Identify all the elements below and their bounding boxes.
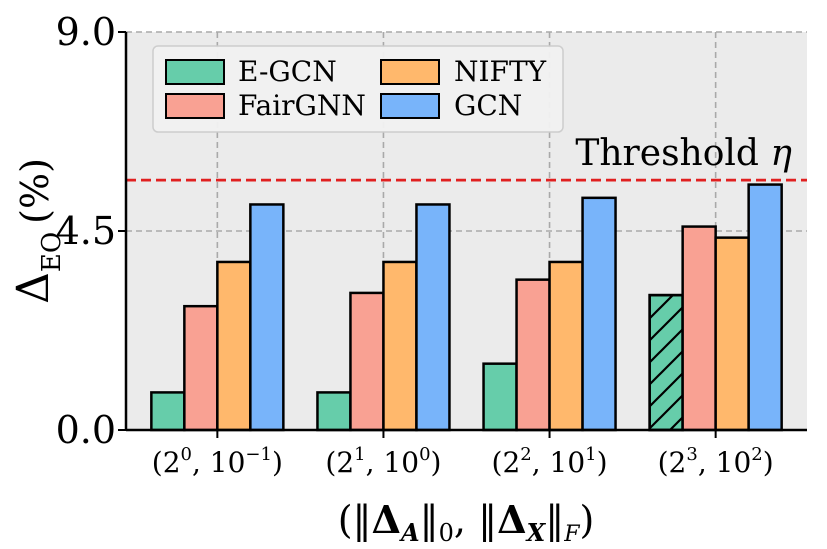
legend-swatch-gcn: [380, 93, 440, 119]
y-ticks: 0.0 4.5 9.0: [56, 10, 126, 452]
y-tick-label-0: 0.0: [56, 408, 116, 452]
bar-nifty-1: [382, 260, 418, 432]
x-tick-label-0: (20, 10−1): [152, 444, 283, 479]
svg-text:ΔEO(%): ΔEO (%): [8, 158, 67, 304]
y-axis-label: ΔEO (%): [8, 158, 67, 304]
legend-swatch-nifty: [380, 59, 440, 85]
bar-nifty-0: [216, 260, 252, 432]
threshold-label: Threshold η: [575, 133, 792, 174]
bar-fairgnn-3: [681, 225, 717, 432]
legend-box: [152, 45, 564, 133]
legend-swatch-fairgnn: [165, 93, 225, 119]
y-tick-label-2: 9.0: [56, 10, 116, 54]
threshold-label-symbol: η: [770, 133, 792, 174]
bar-nifty-3: [714, 236, 750, 432]
y-tick-label-1: 4.5: [56, 209, 116, 253]
bar-hatch-e-gcn-3: [648, 293, 684, 432]
legend-item-nifty: NIFTY: [380, 55, 547, 88]
legend-swatch-e-gcn: [165, 59, 225, 85]
legend-label-nifty: NIFTY: [454, 55, 547, 88]
x-tick-label-2: (22, 101): [492, 444, 608, 479]
y-label-sub: EO: [37, 232, 67, 272]
bar-e-gcn-2: [482, 362, 518, 432]
legend: E-GCN FairGNN NIFTY GCN: [152, 45, 564, 133]
bar-gcn-2: [581, 196, 617, 432]
legend-label-fairgnn: FairGNN: [238, 89, 366, 122]
x-tick-label-3: (23, 102): [658, 444, 774, 479]
legend-item-gcn: GCN: [380, 89, 522, 122]
bar-fairgnn-0: [183, 304, 219, 432]
y-label-unit: (%): [13, 158, 57, 224]
threshold-label-text: Threshold: [575, 133, 759, 174]
legend-label-e-gcn: E-GCN: [238, 55, 337, 88]
bar-fairgnn-2: [515, 278, 551, 432]
legend-item-fairgnn: FairGNN: [165, 89, 366, 122]
x-tick-label-1: (21, 100): [325, 444, 441, 479]
x-axis-label: (‖ΔA‖0, ‖ΔX‖F): [338, 497, 595, 547]
y-label-main: Δ: [8, 272, 59, 304]
bar-gcn-3: [747, 183, 783, 432]
legend-label-gcn: GCN: [454, 89, 522, 122]
x-ticks: (20, 10−1) (21, 100) (22, 101) (23, 102): [152, 430, 774, 479]
legend-item-e-gcn: E-GCN: [165, 55, 337, 88]
bar-nifty-2: [548, 260, 584, 432]
bar-fairgnn-1: [349, 291, 385, 432]
bar-e-gcn-0: [150, 391, 186, 432]
bar-e-gcn-1: [316, 391, 352, 432]
bar-gcn-1: [415, 203, 451, 432]
bar-gcn-0: [249, 203, 285, 432]
svg-text:(‖ΔA‖0, ‖ΔX‖F): (‖ΔA‖0, ‖ΔX‖F): [338, 497, 595, 547]
